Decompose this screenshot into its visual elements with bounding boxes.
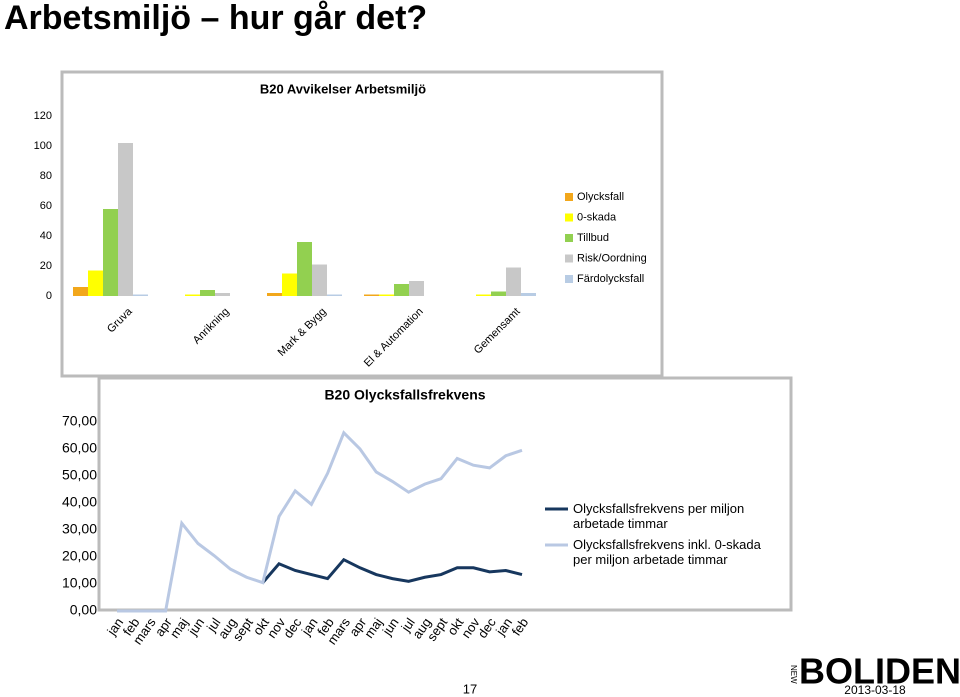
y-tick-label: 20,00	[62, 548, 97, 564]
y-tick-label: 100	[34, 140, 52, 152]
bar	[103, 209, 118, 296]
y-tick-label: 60,00	[62, 440, 97, 456]
y-tick-label: 40	[40, 230, 52, 242]
y-tick-label: 70,00	[62, 413, 97, 429]
bar	[364, 294, 379, 296]
line	[261, 557, 523, 584]
y-tick-label: 0,00	[70, 602, 97, 618]
y-tick-label: 40,00	[62, 494, 97, 510]
legend-label: Olycksfallsfrekvens per miljon arbetade …	[573, 501, 745, 531]
bar	[297, 242, 312, 296]
legend-swatch	[565, 254, 573, 263]
y-tick-label: 50,00	[62, 467, 97, 483]
bar	[327, 294, 342, 296]
legend-label: Olycksfall	[577, 191, 624, 203]
bar	[476, 294, 491, 296]
chart-title: B20 Olycksfallsfrekvens	[324, 387, 485, 403]
legend-label: Tillbud	[577, 232, 609, 244]
bar	[491, 291, 506, 296]
chart-frame	[97, 376, 793, 612]
bar	[312, 264, 327, 296]
bar	[409, 281, 424, 296]
legend-swatch	[565, 234, 573, 242]
y-tick-label: 10,00	[62, 575, 97, 591]
legend-swatch	[565, 275, 573, 283]
bar	[282, 273, 297, 296]
x-tick-label: feb	[509, 615, 532, 638]
y-tick-label: 60	[40, 200, 52, 212]
legend-label: Risk/Oordning	[577, 252, 647, 264]
y-tick-label: 80	[40, 170, 52, 182]
bar	[521, 293, 536, 296]
legend-label: 0-skada	[577, 211, 617, 223]
bar	[506, 267, 521, 296]
y-tick-label: 30,00	[62, 521, 97, 537]
slide-title: Arbetsmiljö – hur går det?	[4, 0, 427, 37]
bar	[185, 294, 200, 296]
line	[117, 430, 523, 613]
bar	[394, 284, 409, 296]
bar	[133, 294, 148, 296]
logo: BOLIDEN	[799, 651, 960, 692]
bar	[379, 294, 394, 296]
bar	[118, 143, 133, 296]
y-tick-label: 120	[34, 110, 52, 122]
legend-label: Olycksfallsfrekvens inkl. 0-skada per mi…	[573, 537, 761, 567]
legend-swatch	[565, 213, 573, 222]
logo-prefix: NEW	[789, 665, 798, 684]
bar	[200, 290, 215, 296]
bar	[73, 287, 88, 296]
page-number: 17	[463, 681, 477, 696]
legend-swatch	[565, 193, 573, 201]
legend-label: Färdolycksfall	[577, 273, 644, 285]
date: 2013-03-18	[844, 683, 906, 697]
bar	[215, 293, 230, 296]
chart-frame	[60, 70, 664, 378]
y-tick-label: 0	[46, 290, 52, 302]
y-tick-label: 20	[40, 260, 52, 272]
bar	[88, 270, 103, 296]
bar	[267, 293, 282, 296]
chart-title: B20 Avvikelser Arbetsmiljö	[260, 81, 426, 96]
